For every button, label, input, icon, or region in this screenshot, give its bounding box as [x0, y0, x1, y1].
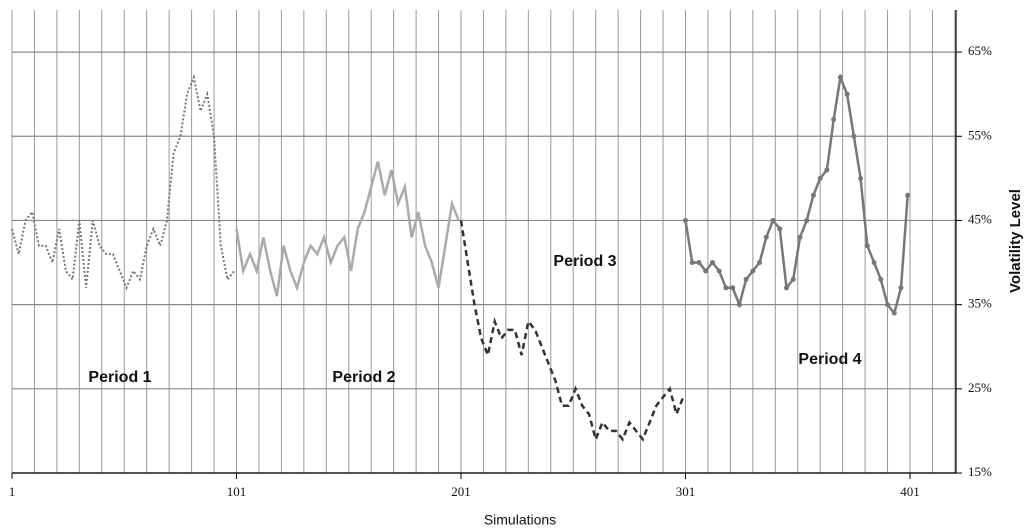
point — [763, 234, 769, 240]
point — [716, 268, 722, 274]
point — [682, 217, 688, 223]
point — [730, 285, 736, 291]
point — [858, 175, 864, 181]
point — [743, 276, 749, 282]
y-tick-label: 25% — [968, 380, 992, 395]
y-tick-label: 15% — [968, 464, 992, 479]
x-tick-label: 401 — [900, 484, 920, 499]
point — [824, 167, 830, 173]
y-axis-label: Volatility Level — [1007, 189, 1024, 293]
point — [844, 91, 850, 97]
point — [871, 260, 877, 266]
point — [878, 276, 884, 282]
point — [703, 268, 709, 274]
point — [784, 285, 790, 291]
x-tick-label: 201 — [451, 484, 471, 499]
annotation: Period 3 — [553, 253, 616, 270]
point — [831, 116, 837, 122]
annotation: Period 1 — [88, 369, 151, 386]
annotation: Period 2 — [332, 369, 395, 386]
y-tick-label: 65% — [968, 43, 992, 58]
point — [736, 302, 742, 308]
point — [770, 217, 776, 223]
x-axis-label: Simulations — [484, 512, 556, 528]
point — [696, 260, 702, 266]
point — [891, 310, 897, 316]
point — [851, 133, 857, 139]
point — [709, 260, 715, 266]
x-tick-label: 1 — [9, 484, 16, 499]
point — [837, 74, 843, 80]
y-tick-label: 35% — [968, 296, 992, 311]
y-tick-label: 55% — [968, 127, 992, 142]
point — [885, 302, 891, 308]
series-line — [459, 220, 685, 444]
point — [750, 268, 756, 274]
point — [898, 285, 904, 291]
x-tick-label: 301 — [676, 484, 696, 499]
annotation: Period 4 — [798, 351, 861, 368]
point — [777, 226, 783, 232]
x-tick-label: 101 — [227, 484, 247, 499]
point — [804, 217, 810, 223]
point — [757, 260, 763, 266]
point — [864, 243, 870, 249]
grid — [11, 10, 956, 474]
point — [689, 260, 695, 266]
y-tick-label: 45% — [968, 211, 992, 226]
series-line — [684, 72, 909, 316]
point — [810, 192, 816, 198]
point — [905, 192, 911, 198]
point — [797, 234, 803, 240]
point — [723, 285, 729, 291]
series-line — [11, 73, 235, 291]
point — [817, 175, 823, 181]
series-line — [235, 161, 460, 297]
point — [790, 276, 796, 282]
